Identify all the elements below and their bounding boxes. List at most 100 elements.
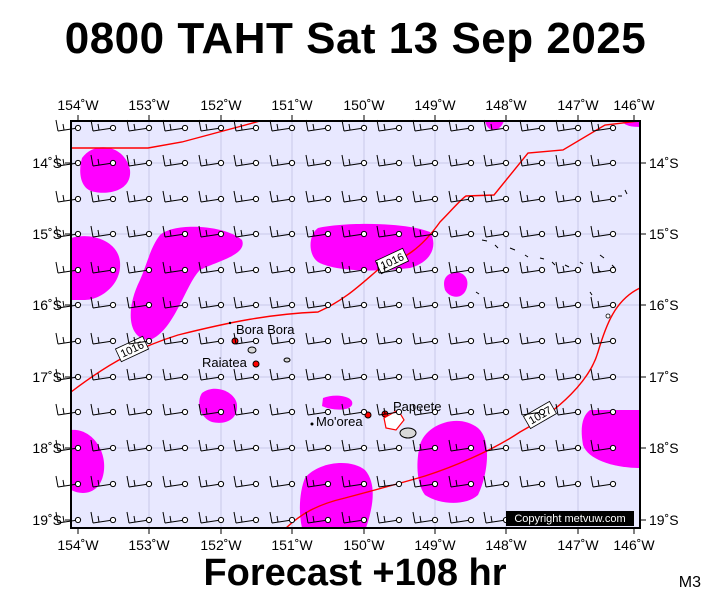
wind-barb: [483, 154, 510, 167]
wind-barb: [162, 225, 189, 238]
lat-label: 17˚S: [32, 369, 62, 385]
wind-barb: [483, 296, 510, 309]
wind-barb: [126, 439, 153, 452]
wind-barb: [233, 332, 260, 345]
wind-barb: [448, 119, 475, 132]
wind-barb: [555, 296, 582, 309]
wind-barb: [483, 403, 510, 416]
wind-barb: [305, 261, 332, 274]
lon-label: 151˚W: [271, 537, 313, 553]
wind-barb: [519, 475, 546, 488]
lon-label: 150˚W: [343, 537, 385, 553]
wind-barb: [269, 368, 296, 381]
wind-barb: [412, 225, 439, 238]
place-label-papeete: Papeete: [393, 399, 441, 414]
wind-barb: [376, 190, 403, 203]
wind-barb: [341, 154, 368, 167]
wind-barb: [519, 403, 546, 416]
wind-barb: [483, 190, 510, 203]
wind-barb: [55, 439, 82, 452]
wind-barb: [233, 190, 260, 203]
wind-barb: [198, 475, 225, 488]
lon-label: 149˚W: [414, 537, 456, 553]
model-tag: M3: [678, 574, 701, 591]
wind-barb: [341, 261, 368, 274]
wind-barb: [590, 368, 617, 381]
wind-barb: [376, 154, 403, 167]
wind-barb: [412, 511, 439, 524]
lat-label: 18˚S: [32, 440, 62, 456]
wind-barb: [412, 475, 439, 488]
copyright-box: [506, 511, 634, 526]
wind-barb: [55, 475, 82, 488]
wind-barb: [162, 368, 189, 381]
wind-barb: [555, 119, 582, 132]
lon-label: 154˚W: [57, 97, 99, 113]
lon-labels-top: 154˚W 153˚W 152˚W 151˚W 150˚W 149˚W 148˚…: [57, 97, 655, 113]
lon-label: 150˚W: [343, 97, 385, 113]
lon-label: 146˚W: [613, 537, 655, 553]
wind-barb: [55, 296, 82, 309]
lon-label: 147˚W: [557, 97, 599, 113]
wind-barb: [555, 332, 582, 345]
wind-barb: [162, 332, 189, 345]
wind-barb: [162, 261, 189, 274]
wind-barb: [448, 154, 475, 167]
wind-barb: [448, 368, 475, 381]
lon-label: 152˚W: [200, 537, 242, 553]
wind-barb: [555, 261, 582, 274]
wind-barb: [126, 475, 153, 488]
wind-barb: [341, 332, 368, 345]
wind-barb: [90, 511, 117, 524]
wind-barb: [376, 403, 403, 416]
wind-barb: [90, 403, 117, 416]
wind-barb: [483, 439, 510, 452]
wind-barb: [198, 261, 225, 274]
wind-barb: [376, 368, 403, 381]
wind-barb: [269, 403, 296, 416]
wind-barb: [269, 439, 296, 452]
wind-barb: [305, 225, 332, 238]
wind-barb: [519, 261, 546, 274]
wind-barb: [590, 439, 617, 452]
wind-barb: [233, 261, 260, 274]
wind-barb: [305, 296, 332, 309]
wind-barb: [305, 368, 332, 381]
wind-barb: [305, 332, 332, 345]
wind-barb: [519, 368, 546, 381]
wind-barb: [198, 190, 225, 203]
isobars: [70, 120, 641, 529]
wind-barb: [233, 511, 260, 524]
lon-label: 154˚W: [57, 537, 99, 553]
wind-barb: [412, 368, 439, 381]
wind-barb: [126, 368, 153, 381]
wind-barb: [448, 225, 475, 238]
wind-barb: [412, 261, 439, 274]
wind-barb: [376, 511, 403, 524]
wind-barb: [412, 190, 439, 203]
wind-barb: [55, 511, 82, 524]
wind-barb: [198, 225, 225, 238]
wind-barb: [90, 225, 117, 238]
lat-label: 15˚S: [32, 226, 62, 242]
copyright-text: Copyright metvuw.com: [514, 513, 625, 525]
wind-barb: [233, 403, 260, 416]
wind-barb: [126, 154, 153, 167]
wind-barb: [341, 475, 368, 488]
rain-area: [71, 236, 121, 300]
wind-barb: [412, 332, 439, 345]
lat-label: 19˚S: [649, 512, 679, 528]
wind-barb: [590, 261, 617, 274]
wind-barb: [126, 190, 153, 203]
wind-barb: [269, 154, 296, 167]
rain-area: [581, 410, 640, 468]
lat-labels-left: 14˚S 15˚S 16˚S 17˚S 18˚S 19˚S: [32, 155, 62, 528]
wind-barb: [55, 332, 82, 345]
place-label-raiatea: Raiatea: [202, 355, 248, 370]
wind-barb: [269, 261, 296, 274]
wind-barb: [519, 439, 546, 452]
rain-area: [310, 223, 434, 271]
wind-barb: [126, 225, 153, 238]
wind-barb: [55, 154, 82, 167]
